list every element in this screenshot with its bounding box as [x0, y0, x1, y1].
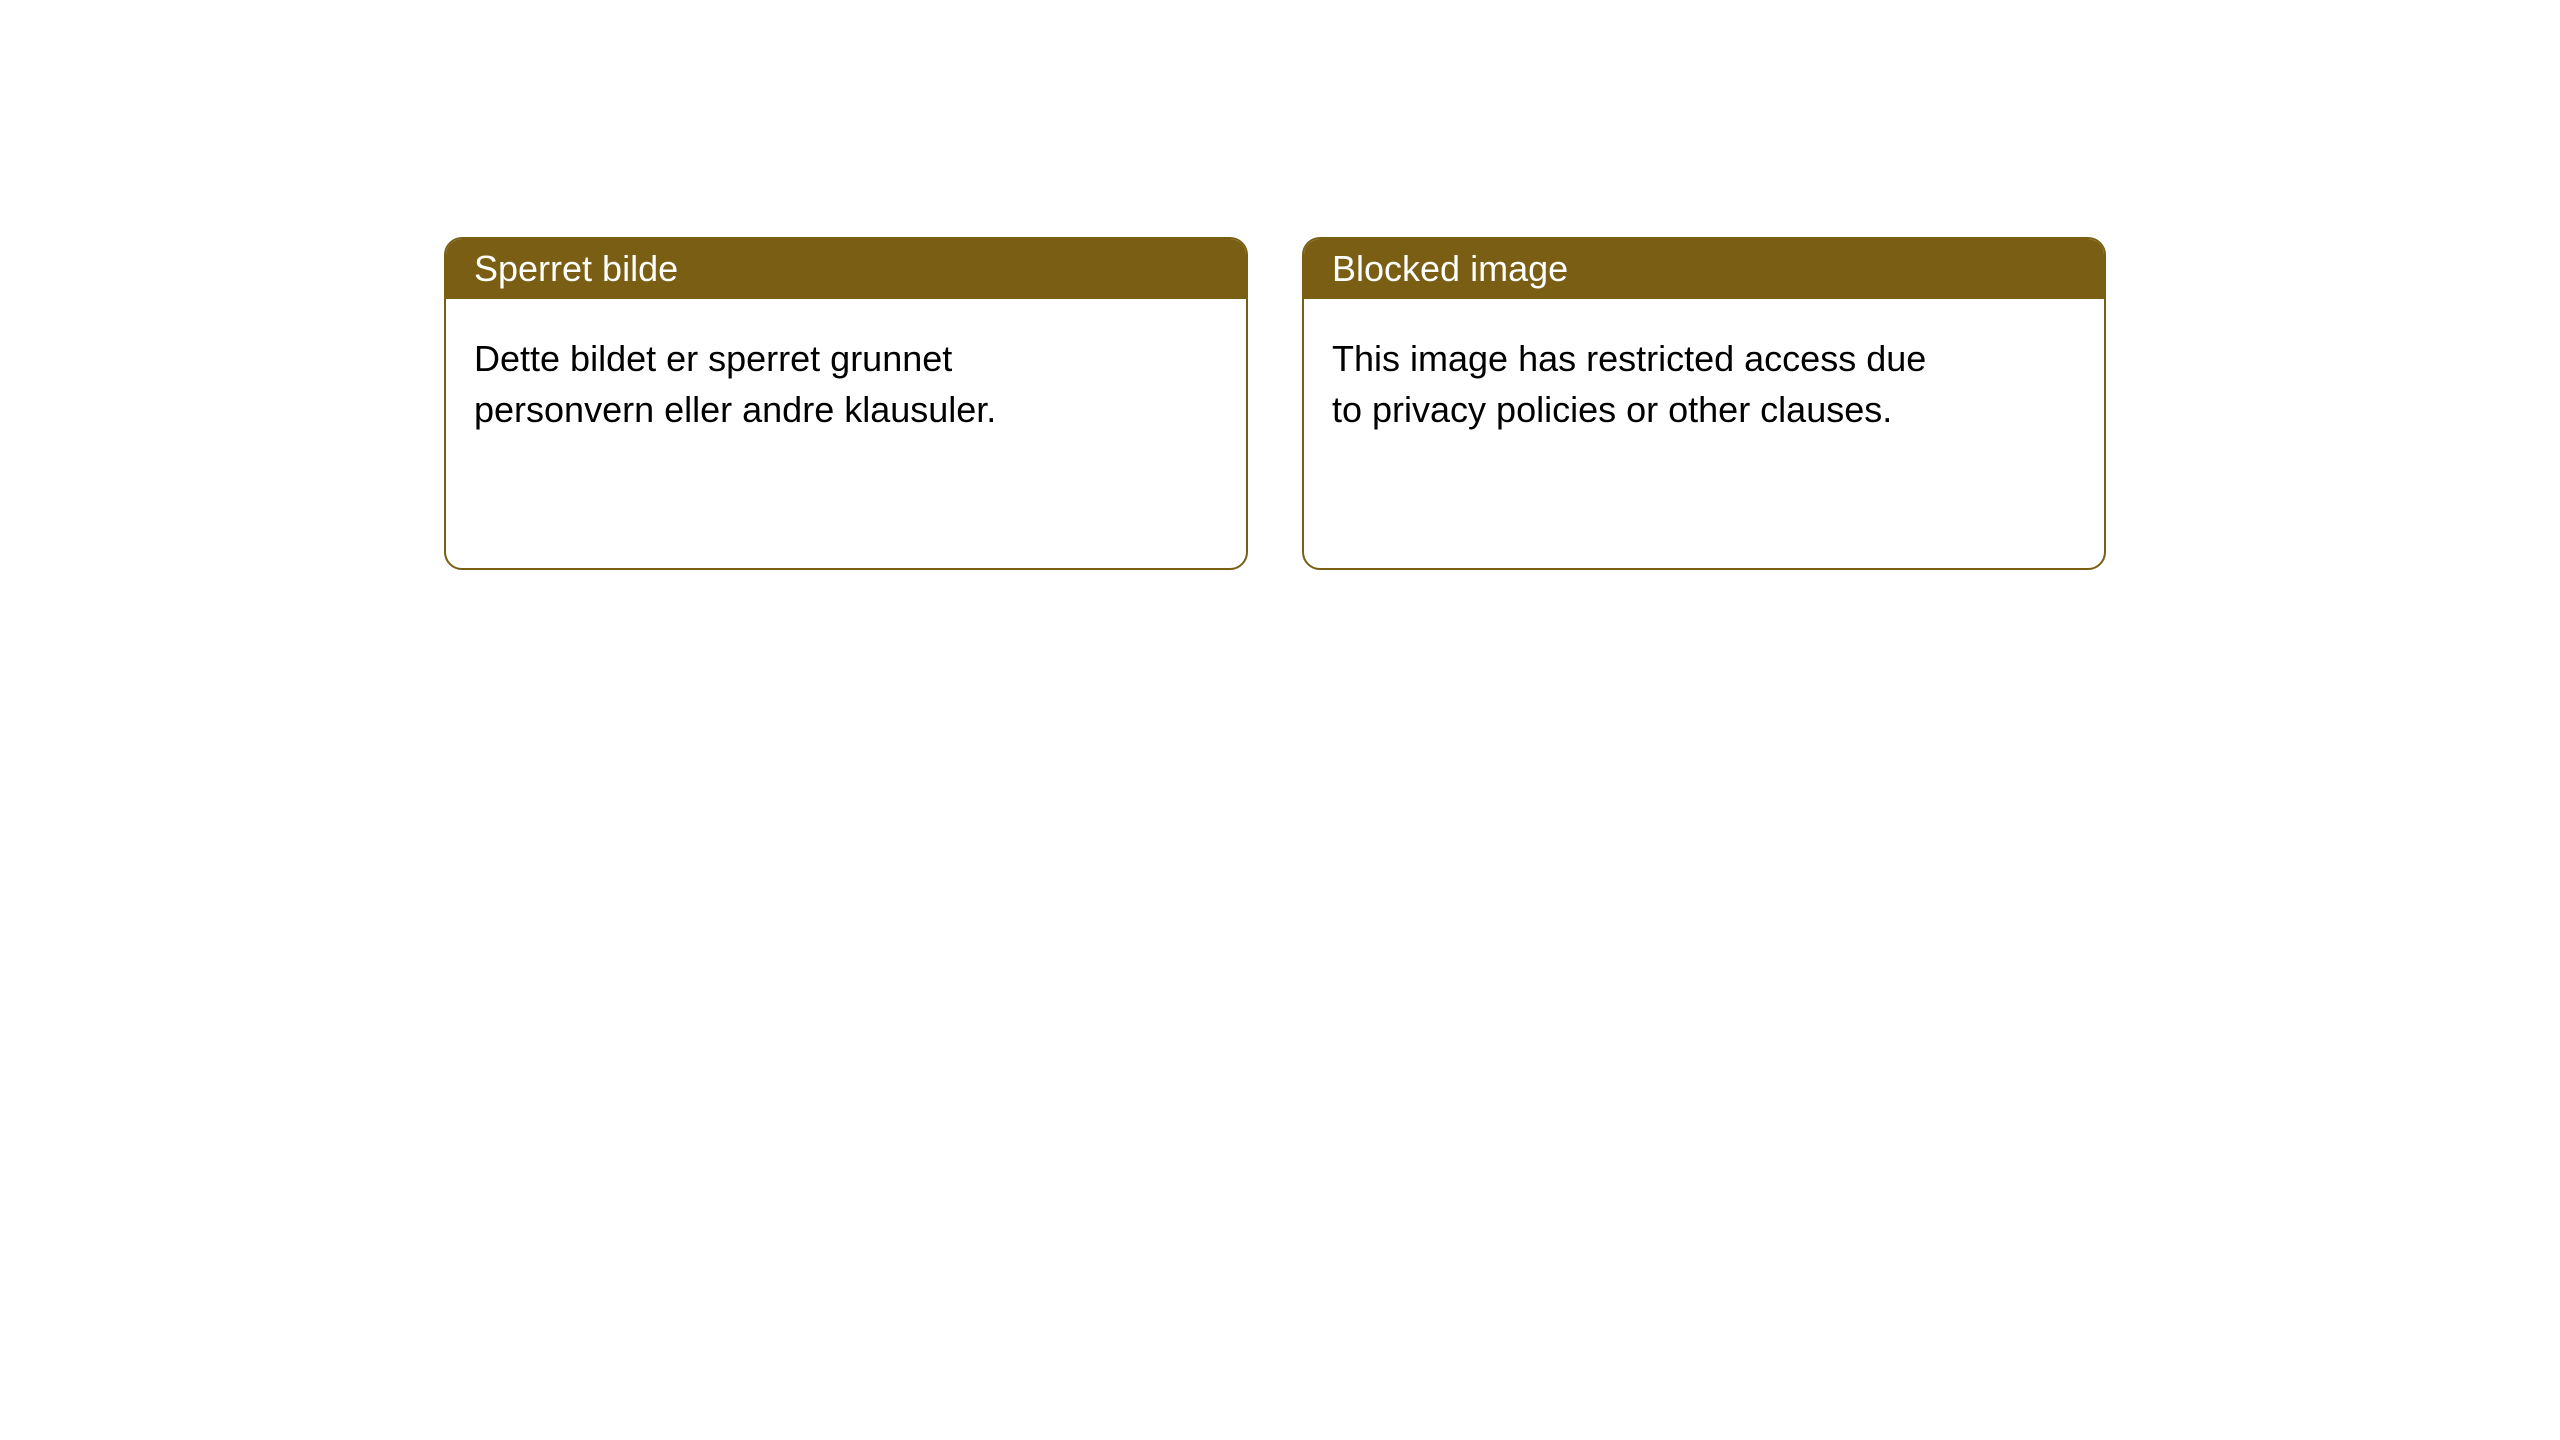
blocked-image-card-no: Sperret bilde Dette bildet er sperret gr…: [444, 237, 1248, 570]
card-title: Blocked image: [1332, 248, 1568, 290]
card-header: Sperret bilde: [446, 239, 1246, 299]
blocked-image-card-en: Blocked image This image has restricted …: [1302, 237, 2106, 570]
card-body: This image has restricted access due to …: [1304, 299, 1984, 469]
card-body: Dette bildet er sperret grunnet personve…: [446, 299, 1126, 469]
card-body-text: This image has restricted access due to …: [1332, 338, 1926, 430]
card-title: Sperret bilde: [474, 248, 678, 290]
cards-container: Sperret bilde Dette bildet er sperret gr…: [0, 0, 2560, 570]
card-body-text: Dette bildet er sperret grunnet personve…: [474, 338, 996, 430]
card-header: Blocked image: [1304, 239, 2104, 299]
